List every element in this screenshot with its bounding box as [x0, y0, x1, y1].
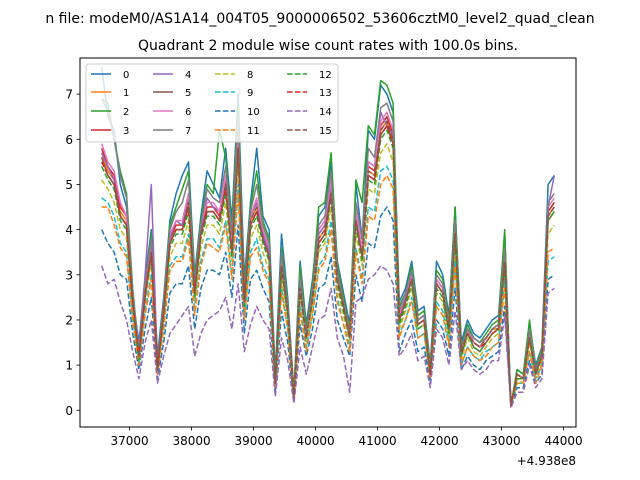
series-line-7	[101, 98, 555, 407]
plot-frame	[79, 57, 577, 428]
legend-label-5: 5	[185, 88, 191, 99]
legend-label-1: 1	[123, 88, 129, 99]
legend-label-6: 6	[185, 107, 191, 118]
legend-label-10: 10	[247, 107, 260, 118]
y-tick-label: 4	[65, 223, 73, 237]
legend-label-13: 13	[319, 88, 332, 99]
series-line-8	[101, 143, 555, 407]
x-tick-label: 42000	[421, 434, 459, 448]
x-tick-label: 41000	[359, 434, 397, 448]
legend-label-3: 3	[123, 126, 129, 137]
y-tick-label: 7	[65, 88, 73, 102]
series-line-0	[100, 66, 555, 407]
x-axis-ticks: 37000 38000 39000 40000 41000 42000 43000 44000	[111, 427, 583, 448]
x-tick-label: 40000	[297, 434, 335, 448]
y-tick-label: 2	[65, 313, 73, 327]
y-tick-label: 1	[65, 359, 73, 373]
y-tick-label: 3	[65, 268, 73, 282]
series-line-15	[100, 120, 555, 407]
series-line-14	[100, 265, 555, 409]
y-tick-label: 5	[65, 178, 73, 192]
legend-label-8: 8	[247, 70, 253, 81]
legend-label-14: 14	[319, 107, 332, 118]
series-line-11	[101, 174, 555, 407]
x-tick-label: 43000	[483, 434, 521, 448]
legend-label-2: 2	[123, 107, 129, 118]
y-tick-label: 0	[65, 404, 73, 418]
series-line-10	[101, 206, 555, 407]
legend-box	[85, 63, 339, 143]
x-tick-label: 44000	[545, 434, 583, 448]
figure-suptitle: n file: modeM0/AS1A14_004T05_9000006502_…	[45, 11, 594, 27]
x-tick-label: 38000	[173, 434, 211, 448]
legend-label-12: 12	[319, 70, 332, 81]
x-tick-label: 39000	[235, 434, 273, 448]
legend-label-0: 0	[123, 70, 129, 81]
x-tick-label: 37000	[111, 434, 149, 448]
chart-title: Quadrant 2 module wise count rates with …	[138, 38, 518, 54]
legend-label-15: 15	[319, 126, 332, 137]
y-axis-ticks: 0 1 2 3 4 5 6 7	[65, 88, 80, 418]
legend-label-4: 4	[185, 70, 191, 81]
x-offset-label: +4.938e8	[517, 454, 576, 468]
series-layer	[100, 66, 556, 409]
legend-label-7: 7	[185, 126, 191, 137]
y-tick-label: 6	[65, 133, 73, 147]
legend-label-9: 9	[247, 88, 253, 99]
legend-label-11: 11	[247, 126, 260, 137]
